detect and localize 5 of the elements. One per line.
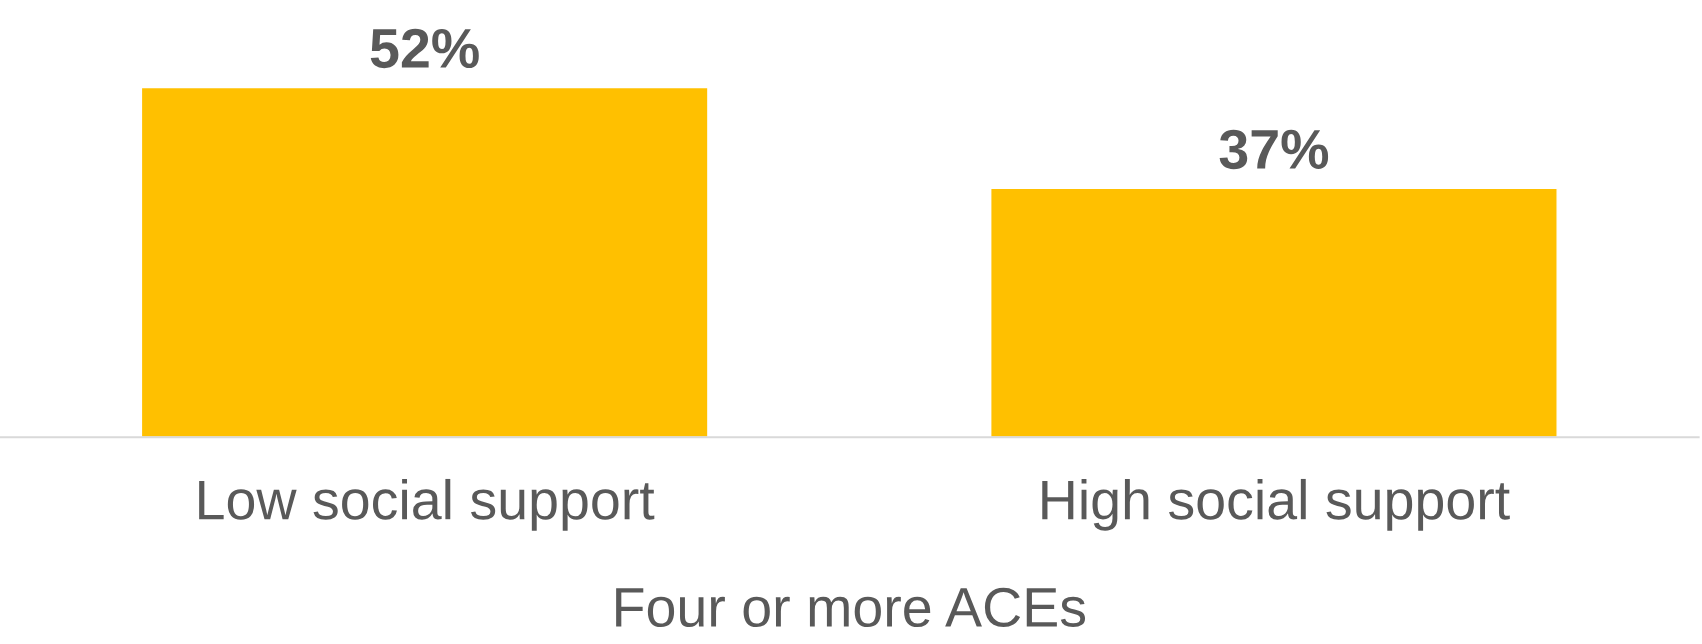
data-label: 52%: [370, 28, 479, 69]
x-tick-label: High social support: [1042, 478, 1510, 531]
x-tick-label: Low social support: [199, 478, 655, 531]
data-label: 37%: [1219, 129, 1329, 170]
x-axis-title: Four or more ACEs: [616, 587, 1086, 628]
